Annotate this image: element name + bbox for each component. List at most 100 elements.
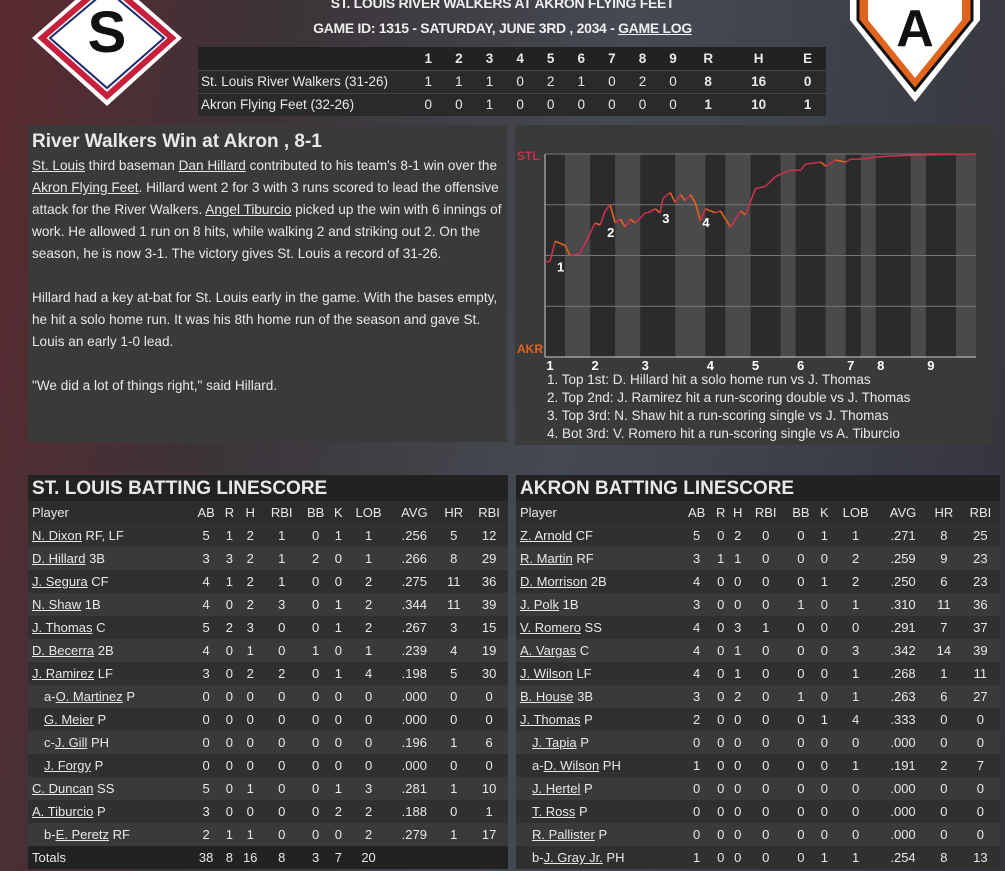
stat-cell: .267: [401, 620, 427, 635]
stat-cell: 0: [334, 551, 342, 566]
player-link[interactable]: R. Martin: [520, 551, 573, 566]
win-prob-segment: [679, 194, 686, 202]
column-header[interactable]: AB: [197, 505, 215, 520]
stat-cell: 1: [940, 666, 948, 681]
stat-cell: 0: [364, 712, 373, 727]
column-header[interactable]: AB: [687, 505, 706, 520]
stat-cell: 5: [693, 528, 701, 543]
player-link[interactable]: J. Thomas: [520, 712, 581, 727]
win-prob-segment: [629, 218, 636, 224]
stat-cell: 0: [940, 781, 948, 796]
win-prob-segment: [875, 155, 891, 158]
player-link[interactable]: J. Gill: [54, 735, 88, 750]
play-marker[interactable]: 4: [702, 215, 710, 230]
stat-cell: 0: [717, 666, 725, 681]
player-link[interactable]: B. House: [520, 689, 574, 704]
column-header[interactable]: K: [820, 505, 829, 520]
stat-cell: 0: [485, 758, 493, 773]
stat-cell: .000: [890, 781, 916, 796]
recap-link[interactable]: Akron Flying Feet: [32, 180, 139, 195]
play-marker[interactable]: 3: [662, 211, 669, 226]
stat-cell: 0: [734, 758, 742, 773]
player-link[interactable]: J. Segura: [32, 574, 88, 589]
column-header[interactable]: RBI: [478, 505, 500, 520]
player-link[interactable]: A. Vargas: [520, 643, 577, 658]
player-link[interactable]: J. Wilson: [520, 666, 573, 681]
play-marker[interactable]: 1: [557, 260, 564, 275]
stat-cell: 0: [852, 827, 860, 842]
column-header[interactable]: AVG: [889, 505, 917, 520]
player-link[interactable]: G. Meier: [44, 712, 94, 727]
player-link[interactable]: N. Shaw: [32, 597, 82, 612]
stat-cell: 9: [940, 551, 948, 566]
column-header[interactable]: H: [732, 505, 743, 520]
column-header[interactable]: LOB: [842, 505, 869, 520]
column-header[interactable]: AVG: [401, 505, 428, 520]
player-row: J. Hertel P 0 0 0 0 0 0 0.000 0 0: [516, 777, 1000, 800]
player-link[interactable]: J. Tapia: [532, 735, 577, 750]
player-link[interactable]: O. Martinez: [55, 689, 123, 704]
stat-cell: 4: [852, 712, 860, 727]
column-header[interactable]: BB: [792, 505, 810, 520]
player-link[interactable]: J. Hertel: [532, 781, 581, 796]
column-header[interactable]: Player: [520, 505, 557, 520]
stat-cell: 0: [225, 643, 234, 658]
stat-cell: .000: [401, 712, 427, 727]
player-link[interactable]: C. Duncan: [32, 781, 94, 796]
stat-cell: 0: [762, 712, 770, 727]
stat-cell: 1: [364, 643, 373, 658]
player-link[interactable]: D. Becerra: [32, 643, 95, 658]
win-prob-segment: [729, 210, 742, 228]
player-link[interactable]: D. Morrison: [520, 574, 588, 589]
player-link[interactable]: A. Tiburcio: [32, 804, 94, 819]
column-header[interactable]: HR: [934, 505, 954, 520]
column-header[interactable]: K: [334, 505, 343, 520]
player-link[interactable]: Z. Arnold: [520, 528, 573, 543]
player-link[interactable]: J. Ramirez: [32, 666, 95, 681]
player-link[interactable]: J. Forgy: [44, 758, 91, 773]
stat-cell: 0: [364, 689, 373, 704]
player-link[interactable]: R. Pallister: [532, 827, 595, 842]
chart-note: 4. Bot 3rd: V. Romero hit a run-scoring …: [547, 426, 900, 441]
column-header[interactable]: BB: [307, 505, 325, 520]
player-link[interactable]: T. Ross: [532, 804, 576, 819]
stat-cell: 0: [246, 758, 254, 773]
column-header[interactable]: R: [224, 505, 235, 520]
stat-cell: 0: [797, 574, 805, 589]
column-header[interactable]: Player: [32, 505, 69, 520]
recap-link[interactable]: Dan Hillard: [178, 158, 246, 173]
player-link[interactable]: N. Dixon: [32, 528, 82, 543]
stat-cell: 0: [762, 827, 770, 842]
play-marker[interactable]: 2: [607, 225, 614, 240]
column-header[interactable]: H: [245, 505, 255, 520]
column-header[interactable]: R: [716, 505, 726, 520]
stat-cell: 0: [734, 850, 742, 865]
column-header[interactable]: RBI: [754, 505, 777, 520]
total-cell: 7: [334, 850, 342, 865]
stat-cell: 0: [278, 827, 286, 842]
win-prob-segment: [659, 198, 664, 214]
stat-cell: 0: [450, 689, 458, 704]
column-header[interactable]: RBI: [969, 505, 992, 520]
column-header[interactable]: HR: [444, 505, 464, 520]
stat-cell: 4: [202, 574, 210, 589]
stat-cell: 11: [973, 666, 988, 681]
game-log-link[interactable]: GAME LOG: [618, 20, 692, 36]
recap-link[interactable]: Angel Tiburcio: [205, 202, 292, 217]
win-prob-segment: [564, 244, 571, 256]
player-link[interactable]: J. Polk: [520, 597, 560, 612]
player-cell: T. Ross P: [516, 800, 681, 823]
recap-link[interactable]: St. Louis: [32, 158, 85, 173]
player-link[interactable]: E. Peretz: [55, 827, 110, 842]
total-cell: [470, 846, 508, 869]
column-header[interactable]: LOB: [355, 505, 382, 520]
player-link[interactable]: V. Romero: [520, 620, 581, 635]
player-link[interactable]: J. Gray Jr.: [543, 850, 603, 865]
player-link[interactable]: D. Hillard: [32, 551, 86, 566]
stat-cell: 0: [797, 735, 805, 750]
stat-cell: 2: [246, 528, 254, 543]
column-header[interactable]: RBI: [270, 505, 293, 520]
player-link[interactable]: D. Wilson: [543, 758, 600, 773]
stl-axis-label: STL: [517, 149, 540, 163]
player-link[interactable]: J. Thomas: [32, 620, 93, 635]
